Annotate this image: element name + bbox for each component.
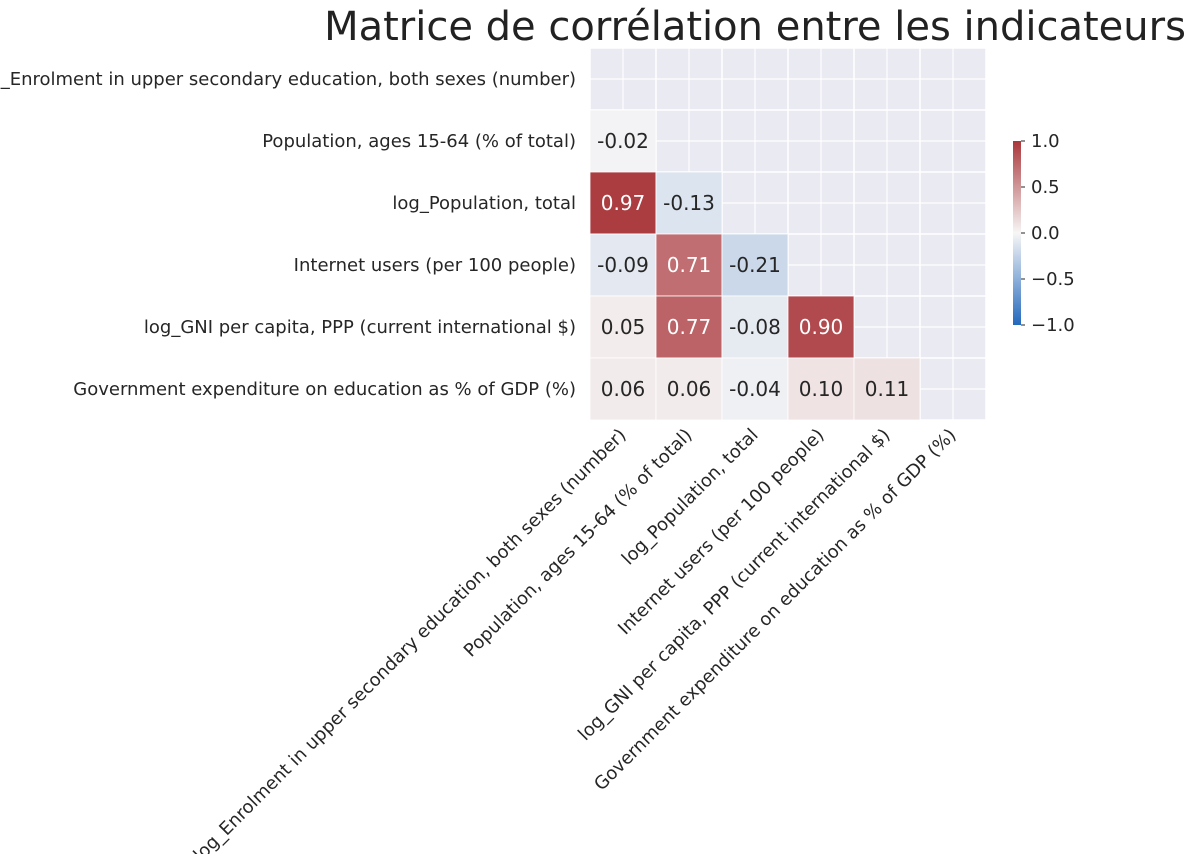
cell-value-label: 0.90 xyxy=(799,315,844,339)
x-tick-label: Population, ages 15-64 (% of total) xyxy=(460,425,697,662)
x-axis-labels: log_Enrolment in upper secondary educati… xyxy=(189,425,960,859)
cell-value-label: 0.11 xyxy=(865,377,910,401)
cell-value-label: 0.05 xyxy=(601,315,646,339)
cell-value-label: 0.97 xyxy=(601,191,646,215)
colorbar-tick-label: 1.0 xyxy=(1031,131,1060,152)
y-tick-label: log_GNI per capita, PPP (current interna… xyxy=(144,317,576,338)
heatmap-cell xyxy=(655,233,723,297)
y-tick-label: Government expenditure on education as %… xyxy=(73,379,576,400)
heatmap-cell xyxy=(787,357,855,421)
colorbar-tick-label: 0.5 xyxy=(1031,177,1060,198)
cell-value-label: 0.06 xyxy=(667,377,712,401)
cell-value-label: -0.04 xyxy=(729,377,781,401)
cell-value-label: 0.06 xyxy=(601,377,646,401)
heatmap-cell xyxy=(655,357,723,421)
cell-value-label: 0.10 xyxy=(799,377,844,401)
chart-title: Matrice de corrélation entre les indicat… xyxy=(324,4,1186,50)
colorbar-tick-label: −0.5 xyxy=(1031,269,1075,290)
heatmap-cell xyxy=(853,357,921,421)
heatmap-cell xyxy=(721,357,789,421)
x-tick-label: log_GNI per capita, PPP (current interna… xyxy=(574,425,894,745)
heatmap-cell xyxy=(787,295,855,359)
x-tick-label: log_Enrolment in upper secondary educati… xyxy=(189,425,630,854)
heatmap-cell xyxy=(589,109,657,173)
y-axis-labels: log_Enrolment in upper secondary educati… xyxy=(0,69,576,400)
heatmap-cell xyxy=(655,295,723,359)
y-tick-label: Internet users (per 100 people) xyxy=(294,255,576,276)
cell-value-label: -0.09 xyxy=(597,253,649,277)
colorbar-gradient xyxy=(1013,141,1021,325)
heatmap-cell xyxy=(589,357,657,421)
heatmap-cell xyxy=(655,171,723,235)
y-tick-label: Population, ages 15-64 (% of total) xyxy=(262,131,576,152)
heatmap-cell xyxy=(589,295,657,359)
colorbar-tick-label: 0.0 xyxy=(1031,223,1060,244)
colorbar-tick-label: −1.0 xyxy=(1031,315,1075,336)
cell-value-label: 0.77 xyxy=(667,315,712,339)
heatmap-cell xyxy=(721,233,789,297)
cell-value-label: -0.08 xyxy=(729,315,781,339)
cell-value-label: -0.02 xyxy=(597,129,649,153)
heatmap-cells: -0.02 0.97 -0.13 -0.09 0.71 -0.21 0.05 0.77 -0.0… xyxy=(589,109,921,421)
y-tick-label: log_Enrolment in upper secondary educati… xyxy=(0,69,576,90)
heatmap-cell xyxy=(589,233,657,297)
colorbar: 1.0 0.5 0.0 −0.5 −1.0 xyxy=(1013,131,1075,336)
cell-value-label: -0.13 xyxy=(663,191,715,215)
y-tick-label: log_Population, total xyxy=(392,193,576,214)
cell-value-label: -0.21 xyxy=(729,253,781,277)
heatmap-cell xyxy=(589,171,657,235)
cell-value-label: 0.71 xyxy=(667,253,712,277)
